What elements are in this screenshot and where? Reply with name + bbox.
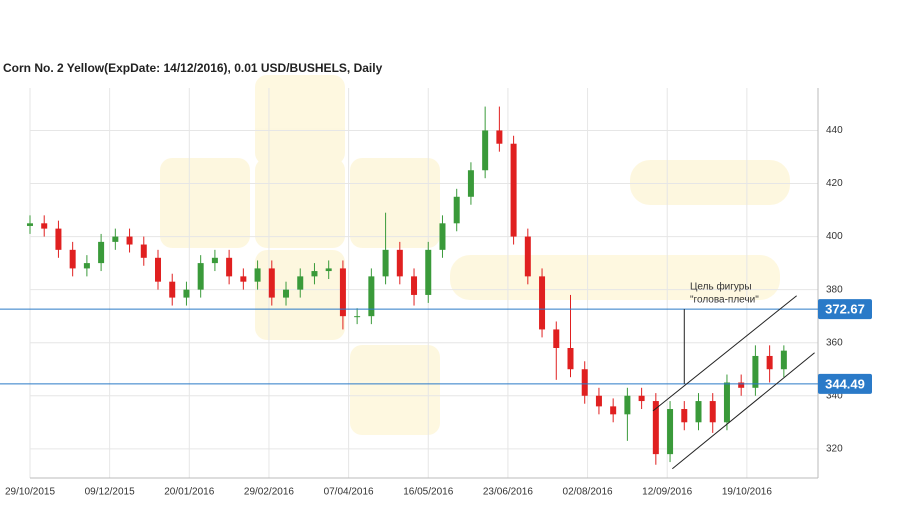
y-tick-label: 340 (826, 390, 843, 401)
candle-body (510, 143, 517, 237)
candle-body (55, 228, 62, 250)
candle-body (567, 348, 574, 370)
x-tick-label: 29/02/2016 (244, 487, 294, 498)
candle-body (496, 130, 503, 144)
candle-body (325, 268, 332, 272)
candle-body (709, 401, 716, 423)
candle-body (766, 355, 773, 370)
x-tick-label: 29/10/2015 (5, 487, 55, 498)
candle-body (197, 263, 204, 290)
candle-body (652, 401, 659, 455)
candle-body (581, 369, 588, 396)
candle-body (354, 316, 361, 318)
y-tick-label: 360 (826, 337, 843, 348)
candle-body (624, 395, 631, 415)
candle-body (738, 382, 745, 388)
candle-body (368, 276, 375, 317)
candle-body (411, 276, 418, 295)
candle-body (439, 223, 446, 250)
y-tick-label: 400 (826, 231, 843, 242)
x-tick-label: 20/01/2016 (164, 487, 214, 498)
x-tick-label: 07/04/2016 (324, 487, 374, 498)
y-tick-label: 420 (826, 178, 843, 189)
candle-body (211, 257, 218, 264)
candle-body (780, 350, 787, 370)
candle-body (26, 223, 33, 226)
candle-body (595, 395, 602, 407)
candle-body (524, 236, 531, 277)
candle-body (183, 289, 190, 298)
annotation: "голова-плечи" (690, 295, 759, 306)
candle-body (638, 395, 645, 402)
candle-body (382, 249, 389, 277)
trend-line (652, 295, 797, 412)
candle-body (339, 268, 346, 317)
x-tick-label: 09/12/2015 (85, 487, 135, 498)
candle-body (254, 268, 261, 282)
candle-body (268, 268, 275, 298)
candle-body (553, 329, 560, 348)
candle-body (140, 244, 147, 258)
y-tick-label: 320 (826, 443, 843, 454)
candle-body (723, 382, 730, 423)
level-label: 372.67 (825, 302, 865, 317)
candle-body (169, 281, 176, 298)
candle-body (667, 409, 674, 455)
level-badge (818, 373, 872, 394)
candle-body (539, 276, 546, 330)
candle-body (681, 409, 688, 423)
candle-body (240, 276, 247, 282)
candle-body (453, 196, 460, 224)
chart-title: Corn No. 2 Yellow(ExpDate: 14/12/2016), … (3, 61, 383, 75)
level-label: 344.49 (825, 376, 865, 391)
x-tick-label: 02/08/2016 (563, 487, 613, 498)
candle-body (396, 249, 403, 277)
x-tick-label: 23/06/2016 (483, 487, 533, 498)
y-tick-label: 440 (826, 125, 843, 136)
candle-body (752, 355, 759, 388)
level-badge (818, 299, 872, 320)
candle-body (126, 236, 133, 245)
candle-body (311, 271, 318, 277)
candle-body (41, 223, 48, 229)
candle-body (482, 130, 489, 171)
annotation: Цель фигуры (690, 281, 752, 293)
trend-line (672, 352, 815, 470)
candle-body (112, 236, 119, 242)
candle-body (425, 249, 432, 295)
x-tick-label: 19/10/2016 (722, 487, 772, 498)
candle-body (69, 249, 76, 269)
candle-body (695, 401, 702, 423)
y-tick-label: 380 (826, 284, 843, 295)
candle-body (283, 289, 290, 298)
candle-body (297, 276, 304, 290)
candle-body (226, 257, 233, 277)
candle-body (610, 406, 617, 415)
candle-body (83, 263, 90, 269)
watermark (160, 75, 790, 435)
candle-body (98, 241, 105, 264)
x-tick-label: 12/09/2016 (642, 487, 692, 498)
candle-body (467, 170, 474, 197)
x-tick-label: 16/05/2016 (403, 487, 453, 498)
candle-body (155, 257, 162, 282)
